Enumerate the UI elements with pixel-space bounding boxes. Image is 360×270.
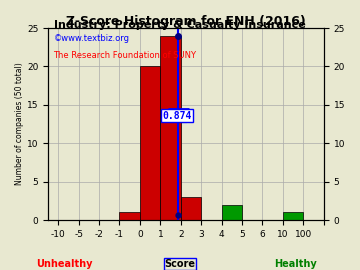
Bar <box>140 66 160 220</box>
Bar <box>160 36 181 220</box>
Bar <box>283 212 303 220</box>
Text: Unhealthy: Unhealthy <box>37 259 93 269</box>
Text: Score: Score <box>165 259 195 269</box>
Bar <box>181 197 201 220</box>
Y-axis label: Number of companies (50 total): Number of companies (50 total) <box>15 63 24 185</box>
Text: Healthy: Healthy <box>274 259 316 269</box>
Text: Industry: Property & Casualty Insurance: Industry: Property & Casualty Insurance <box>54 20 306 30</box>
Bar <box>222 205 242 220</box>
Text: 0.874: 0.874 <box>162 111 192 121</box>
Text: ©www.textbiz.org: ©www.textbiz.org <box>54 34 130 43</box>
Title: Z-Score Histogram for ENH (2016): Z-Score Histogram for ENH (2016) <box>66 15 306 28</box>
Bar <box>120 212 140 220</box>
Text: The Research Foundation of SUNY: The Research Foundation of SUNY <box>54 51 197 60</box>
